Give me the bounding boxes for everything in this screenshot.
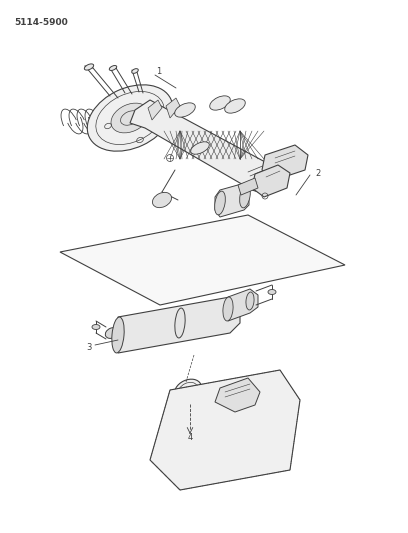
Text: 2: 2 [315, 168, 321, 177]
Ellipse shape [111, 103, 149, 133]
Ellipse shape [92, 325, 100, 329]
Ellipse shape [112, 317, 124, 353]
Polygon shape [130, 100, 285, 195]
Text: 3: 3 [86, 343, 92, 351]
Ellipse shape [268, 289, 276, 295]
Text: 1: 1 [156, 68, 162, 77]
Ellipse shape [175, 308, 185, 338]
Polygon shape [150, 370, 300, 490]
Ellipse shape [246, 292, 254, 310]
Ellipse shape [175, 379, 202, 401]
Ellipse shape [132, 69, 138, 74]
Polygon shape [228, 289, 258, 321]
Text: 5114-5900: 5114-5900 [14, 18, 68, 27]
Polygon shape [215, 378, 260, 412]
Ellipse shape [215, 191, 225, 215]
Ellipse shape [188, 392, 196, 400]
Polygon shape [215, 183, 249, 217]
Ellipse shape [210, 96, 230, 110]
Ellipse shape [225, 99, 245, 113]
Polygon shape [118, 297, 240, 353]
Polygon shape [166, 98, 180, 118]
Ellipse shape [223, 297, 233, 321]
Ellipse shape [153, 192, 171, 208]
Polygon shape [238, 178, 258, 195]
Polygon shape [252, 165, 290, 197]
Ellipse shape [175, 103, 195, 117]
Ellipse shape [239, 184, 251, 208]
Text: 4: 4 [187, 433, 193, 442]
Polygon shape [60, 215, 345, 305]
Ellipse shape [87, 85, 173, 151]
Polygon shape [148, 100, 162, 120]
Ellipse shape [191, 142, 209, 154]
Ellipse shape [105, 328, 119, 338]
Polygon shape [262, 145, 308, 180]
Ellipse shape [109, 66, 117, 70]
Ellipse shape [84, 64, 94, 70]
